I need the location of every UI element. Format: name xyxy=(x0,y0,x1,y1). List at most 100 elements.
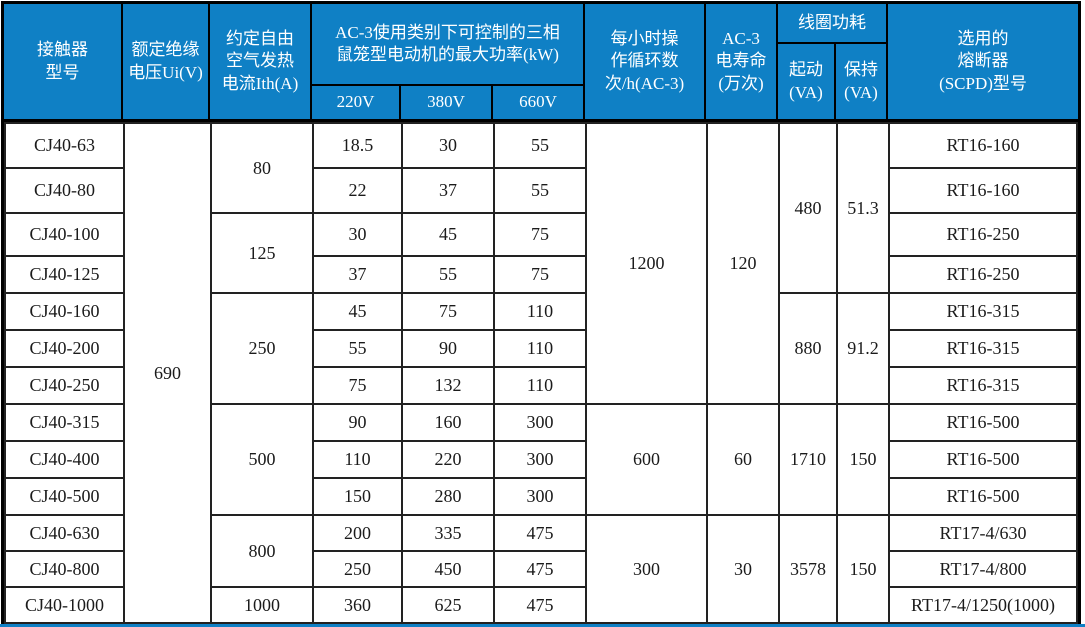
cell-model: CJ40-500 xyxy=(4,477,125,516)
cell-model: CJ40-400 xyxy=(4,440,125,479)
cell-thermal-current: 1000 xyxy=(210,586,314,624)
col-header-coil-hold: 保持 (VA) xyxy=(836,44,888,119)
cell-coil-hold: 150 xyxy=(836,403,890,516)
cell-kw-220: 150 xyxy=(312,477,403,516)
cell-kw-380: 625 xyxy=(401,586,495,624)
table-row: CJ40-630 800 200 335 475 300 30 3578 150… xyxy=(4,514,1078,624)
cell-kw-380: 280 xyxy=(401,477,495,516)
col-header-fuse: 选用的 熔断器 (SCPD)型号 xyxy=(939,29,1027,93)
cell-kw-220: 110 xyxy=(312,440,403,479)
cell-kw-220: 22 xyxy=(312,167,403,214)
cell-kw-220: 55 xyxy=(312,329,403,368)
cell-model: CJ40-63 xyxy=(4,122,125,169)
cell-fuse: RT16-250 xyxy=(888,255,1078,294)
cell-insulation-voltage: 690 xyxy=(123,122,212,624)
cell-kw-660: 55 xyxy=(493,167,587,214)
table-row: CJ40-800 250 450 475 RT17-4/800 xyxy=(4,550,1078,588)
col-header-model: 接触器 型号 xyxy=(4,4,123,119)
cell-kw-660: 300 xyxy=(493,477,587,516)
cell-kw-220: 75 xyxy=(312,366,403,405)
cell-coil-start: 480 xyxy=(778,122,838,294)
cell-kw-660: 300 xyxy=(493,403,587,442)
cell-fuse: RT17-4/800 xyxy=(888,550,1078,588)
cell-fuse: RT16-500 xyxy=(888,440,1078,479)
cell-life: 60 xyxy=(706,403,780,516)
col-header-power-group: AC-3使用类别下可控制的三相 鼠笼型电动机的最大功率(kW) xyxy=(312,4,585,86)
cell-kw-220: 30 xyxy=(312,212,403,257)
col-header-coil-group: 线圈功耗 xyxy=(778,4,888,44)
cell-kw-660: 300 xyxy=(493,440,587,479)
cell-thermal-current: 80 xyxy=(210,122,314,214)
table-row: CJ40-250 75 132 110 RT16-315 xyxy=(4,366,1078,405)
cell-kw-660: 110 xyxy=(493,292,587,331)
table-body: CJ40-63 690 80 18.5 30 55 1200 120 480 5… xyxy=(4,122,1078,624)
cell-fuse: RT16-160 xyxy=(888,167,1078,214)
cell-life: 30 xyxy=(706,514,780,624)
cell-coil-hold: 51.3 xyxy=(836,122,890,294)
cell-kw-660: 475 xyxy=(493,586,587,624)
cell-coil-start: 3578 xyxy=(778,514,838,624)
cell-fuse: RT16-160 xyxy=(888,122,1078,169)
cell-kw-220: 250 xyxy=(312,550,403,588)
table-row: CJ40-160 250 45 75 110 880 91.2 RT16-315 xyxy=(4,292,1078,405)
cell-fuse: RT16-500 xyxy=(888,477,1078,516)
cell-fuse: RT16-315 xyxy=(888,366,1078,405)
cell-coil-hold: 91.2 xyxy=(836,292,890,405)
cell-cycles: 300 xyxy=(585,514,708,624)
table-row: CJ40-315 500 90 160 300 600 60 1710 150 … xyxy=(4,403,1078,516)
table-row: CJ40-400 110 220 300 RT16-500 xyxy=(4,440,1078,479)
cell-kw-220: 45 xyxy=(312,292,403,331)
table-row: CJ40-125 37 55 75 RT16-250 xyxy=(4,255,1078,294)
cell-model: CJ40-315 xyxy=(4,403,125,442)
table-row: CJ40-1000 1000 360 625 475 RT17-4/1250(1… xyxy=(4,586,1078,624)
cell-thermal-current: 500 xyxy=(210,403,314,516)
col-header-220v: 220V xyxy=(312,86,401,119)
cell-kw-380: 37 xyxy=(401,167,495,214)
cell-model: CJ40-630 xyxy=(4,514,125,552)
cell-cycles: 600 xyxy=(585,403,708,516)
cell-kw-380: 55 xyxy=(401,255,495,294)
cell-kw-660: 110 xyxy=(493,366,587,405)
table-row: CJ40-200 55 90 110 RT16-315 xyxy=(4,329,1078,368)
cell-kw-660: 475 xyxy=(493,550,587,588)
cell-coil-hold: 150 xyxy=(836,514,890,624)
cell-kw-380: 450 xyxy=(401,550,495,588)
col-header-660v: 660V xyxy=(493,86,585,119)
cell-kw-220: 360 xyxy=(312,586,403,624)
cell-fuse: RT16-250 xyxy=(888,212,1078,257)
cell-coil-start: 1710 xyxy=(778,403,838,516)
col-header-life: AC-3 电寿命 (万次) xyxy=(706,4,778,119)
col-header-cycles: 每小时操 作循环数 次/h(AC-3) xyxy=(585,4,706,119)
cell-fuse: RT16-315 xyxy=(888,329,1078,368)
cell-life: 120 xyxy=(706,122,780,405)
cell-kw-380: 160 xyxy=(401,403,495,442)
cell-kw-380: 30 xyxy=(401,122,495,169)
cell-thermal-current: 250 xyxy=(210,292,314,405)
table-row: CJ40-100 125 30 45 75 RT16-250 xyxy=(4,212,1078,294)
cell-fuse: RT17-4/1250(1000) xyxy=(888,586,1078,624)
cell-fuse: RT16-315 xyxy=(888,292,1078,331)
col-header-insulation-voltage: 额定绝缘 电压Ui(V) xyxy=(123,4,210,119)
cell-kw-660: 55 xyxy=(493,122,587,169)
cell-model: CJ40-160 xyxy=(4,292,125,331)
cell-model: CJ40-125 xyxy=(4,255,125,294)
cell-thermal-current: 800 xyxy=(210,514,314,588)
cell-kw-380: 132 xyxy=(401,366,495,405)
cell-kw-660: 75 xyxy=(493,255,587,294)
cell-kw-220: 18.5 xyxy=(312,122,403,169)
cell-cycles: 1200 xyxy=(585,122,708,405)
cell-model: CJ40-1000 xyxy=(4,586,125,624)
cell-kw-380: 335 xyxy=(401,514,495,552)
col-header-380v: 380V xyxy=(401,86,493,119)
bottom-accent-strip xyxy=(0,624,1085,627)
table-header: 接触器 型号 额定绝缘 电压Ui(V) 约定自由 空气发热 电流Ith(A) A… xyxy=(4,4,1078,122)
col-header-coil-start: 起动 (VA) xyxy=(778,44,836,119)
cell-model: CJ40-800 xyxy=(4,550,125,588)
cell-kw-380: 90 xyxy=(401,329,495,368)
cell-thermal-current: 125 xyxy=(210,212,314,294)
cell-model: CJ40-200 xyxy=(4,329,125,368)
cell-fuse: RT16-500 xyxy=(888,403,1078,442)
table-row: CJ40-63 690 80 18.5 30 55 1200 120 480 5… xyxy=(4,122,1078,624)
cell-kw-220: 37 xyxy=(312,255,403,294)
